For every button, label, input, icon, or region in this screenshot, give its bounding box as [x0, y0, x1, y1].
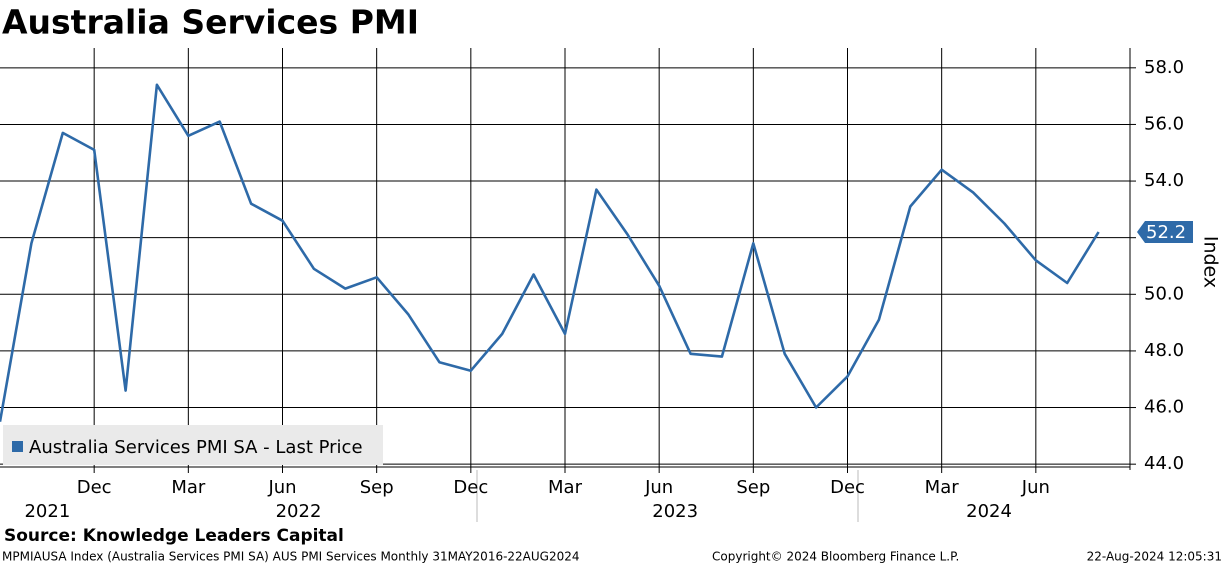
y-tick-label: 48.0 — [1144, 340, 1184, 361]
series-line — [0, 83, 1100, 422]
footer-center: Copyright© 2024 Bloomberg Finance L.P. — [712, 550, 959, 564]
y-tick-label: 50.0 — [1144, 283, 1184, 304]
footer-left: MPMIAUSA Index (Australia Services PMI S… — [2, 550, 580, 564]
footer-right: 22-Aug-2024 12:05:31 — [1087, 550, 1222, 564]
source: Source: Knowledge Leaders Capital — [4, 526, 344, 546]
chart-title: Australia Services PMI — [2, 3, 419, 42]
x-tick-label: Mar — [171, 477, 206, 498]
x-tick-label: Sep — [360, 477, 394, 498]
legend-swatch — [12, 441, 23, 452]
y-tick-label: 56.0 — [1144, 113, 1184, 134]
y-axis-title: Index — [1200, 236, 1222, 288]
last-price-marker — [1137, 221, 1193, 244]
x-tick-label: Jun — [267, 477, 296, 498]
x-tick-label: Jun — [644, 477, 673, 498]
legend-label: Australia Services PMI SA - Last Price — [29, 437, 363, 458]
x-tick-label: Dec — [830, 477, 865, 498]
y-tick-label: 58.0 — [1144, 57, 1184, 78]
x-year-label: 2022 — [276, 501, 322, 522]
x-year-label: 2023 — [652, 501, 698, 522]
x-tick-label: Dec — [453, 477, 488, 498]
x-tick-label: Jun — [1021, 477, 1050, 498]
x-tick-label: Dec — [77, 477, 112, 498]
y-tick-label: 44.0 — [1144, 453, 1184, 474]
x-tick-label: Mar — [548, 477, 583, 498]
legend — [3, 425, 383, 465]
x-year-label: 2021 — [24, 501, 70, 522]
y-tick-label: 54.0 — [1144, 170, 1184, 191]
x-tick-label: Mar — [925, 477, 960, 498]
last-price-label: 52.2 — [1146, 222, 1186, 243]
x-year-label: 2024 — [966, 501, 1012, 522]
x-tick-label: Sep — [736, 477, 770, 498]
y-tick-label: 46.0 — [1144, 397, 1184, 418]
